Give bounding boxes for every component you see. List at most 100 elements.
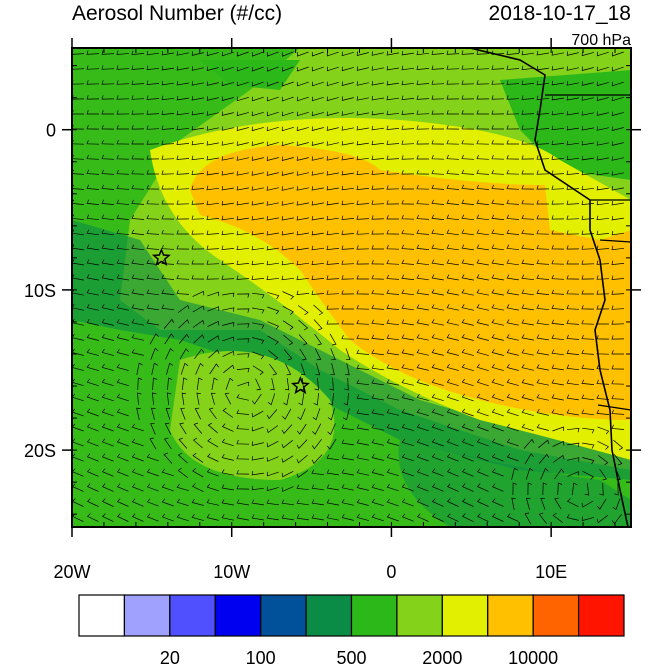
wind-barb — [551, 349, 564, 356]
wind-barb — [161, 259, 175, 265]
wind-barb — [431, 378, 444, 386]
wind-barb — [101, 304, 114, 311]
wind-barb — [386, 155, 400, 160]
wind-barb — [581, 200, 595, 205]
wind-barb — [150, 347, 159, 360]
wind-barb — [251, 393, 262, 405]
wind-barb — [431, 289, 444, 296]
wind-barb — [581, 334, 595, 340]
wind-barb — [176, 259, 190, 265]
wind-barb — [341, 111, 354, 116]
wind-barb — [221, 185, 234, 191]
wind-barb — [371, 424, 384, 431]
wind-barb — [491, 438, 504, 447]
wind-barb — [311, 186, 324, 191]
wind-barb — [270, 378, 275, 391]
wind-barb — [177, 467, 189, 478]
wind-barb — [491, 334, 504, 341]
wind-barb — [207, 422, 218, 434]
wind-barb — [521, 379, 534, 386]
wind-barb — [86, 393, 99, 402]
wind-barb — [491, 50, 505, 55]
wind-barb — [282, 305, 294, 315]
wind-barb — [611, 111, 624, 117]
wind-barb — [146, 274, 160, 281]
wind-barb — [221, 484, 234, 491]
wind-barb — [146, 289, 159, 296]
wind-barb — [181, 392, 187, 405]
wind-barb — [341, 484, 354, 491]
wind-barb — [251, 426, 264, 432]
wind-barb — [416, 379, 429, 386]
colorbar-box — [169, 594, 216, 637]
wind-barb — [571, 482, 578, 495]
wind-barb — [581, 290, 594, 295]
wind-barb — [386, 185, 400, 190]
wind-barb — [206, 499, 219, 506]
wind-barb — [506, 244, 520, 251]
wind-barb — [611, 245, 625, 251]
wind-barb — [101, 468, 114, 477]
wind-barb — [269, 363, 278, 376]
wind-barb — [491, 289, 504, 296]
wind-barb — [206, 81, 219, 86]
wind-barb — [446, 438, 459, 447]
wind-barb — [506, 408, 519, 417]
wind-barb — [223, 364, 235, 374]
wind-barb — [551, 80, 564, 86]
wind-barb — [401, 65, 415, 71]
wind-barb — [236, 141, 249, 146]
wind-barb — [191, 125, 204, 131]
wind-barb — [131, 65, 145, 70]
wind-barb — [165, 407, 171, 420]
wind-barb — [86, 468, 99, 477]
wind-barb — [416, 304, 429, 311]
wind-barb — [327, 423, 336, 436]
wind-barb — [386, 379, 399, 386]
wind-barb — [131, 319, 144, 326]
wind-barb — [116, 199, 130, 205]
wind-barb — [461, 229, 474, 236]
wind-barb — [611, 230, 624, 236]
wind-barb — [131, 155, 145, 160]
wind-barb — [476, 274, 489, 281]
wind-barb — [611, 513, 622, 525]
wind-barb — [506, 364, 519, 371]
wind-barb — [521, 304, 534, 311]
wind-barb — [326, 454, 339, 461]
wind-barb — [102, 513, 114, 522]
wind-barb — [296, 484, 310, 491]
wind-barb — [521, 394, 534, 401]
wind-barb — [161, 244, 175, 250]
wind-barb — [315, 363, 321, 376]
wind-barb — [386, 468, 399, 477]
wind-barb — [116, 423, 129, 432]
wind-barb — [176, 140, 190, 145]
wind-barb — [476, 50, 490, 55]
wind-barb — [101, 498, 114, 507]
wind-barb — [191, 140, 204, 146]
wind-barb — [611, 290, 625, 295]
wind-barb — [266, 96, 279, 102]
wind-barb — [281, 141, 294, 147]
wind-barb — [551, 259, 565, 265]
wind-barb — [581, 170, 594, 176]
wind-barb — [146, 513, 159, 522]
wind-barb — [251, 275, 265, 280]
wind-barb — [206, 141, 219, 146]
wind-barb — [177, 452, 188, 464]
wind-barb — [521, 364, 534, 371]
wind-barb — [446, 110, 459, 115]
wind-barb — [176, 170, 190, 175]
wind-barb — [281, 201, 294, 206]
wind-barb — [386, 170, 400, 175]
wind-barb — [296, 245, 309, 251]
wind-barb — [326, 245, 340, 250]
wind-barb — [101, 50, 115, 55]
wind-barb — [461, 259, 474, 266]
plot-frame — [71, 47, 632, 528]
wind-barb — [116, 229, 130, 236]
wind-barb — [101, 80, 115, 85]
wind-barb — [476, 199, 490, 205]
wind-barb — [146, 95, 160, 100]
